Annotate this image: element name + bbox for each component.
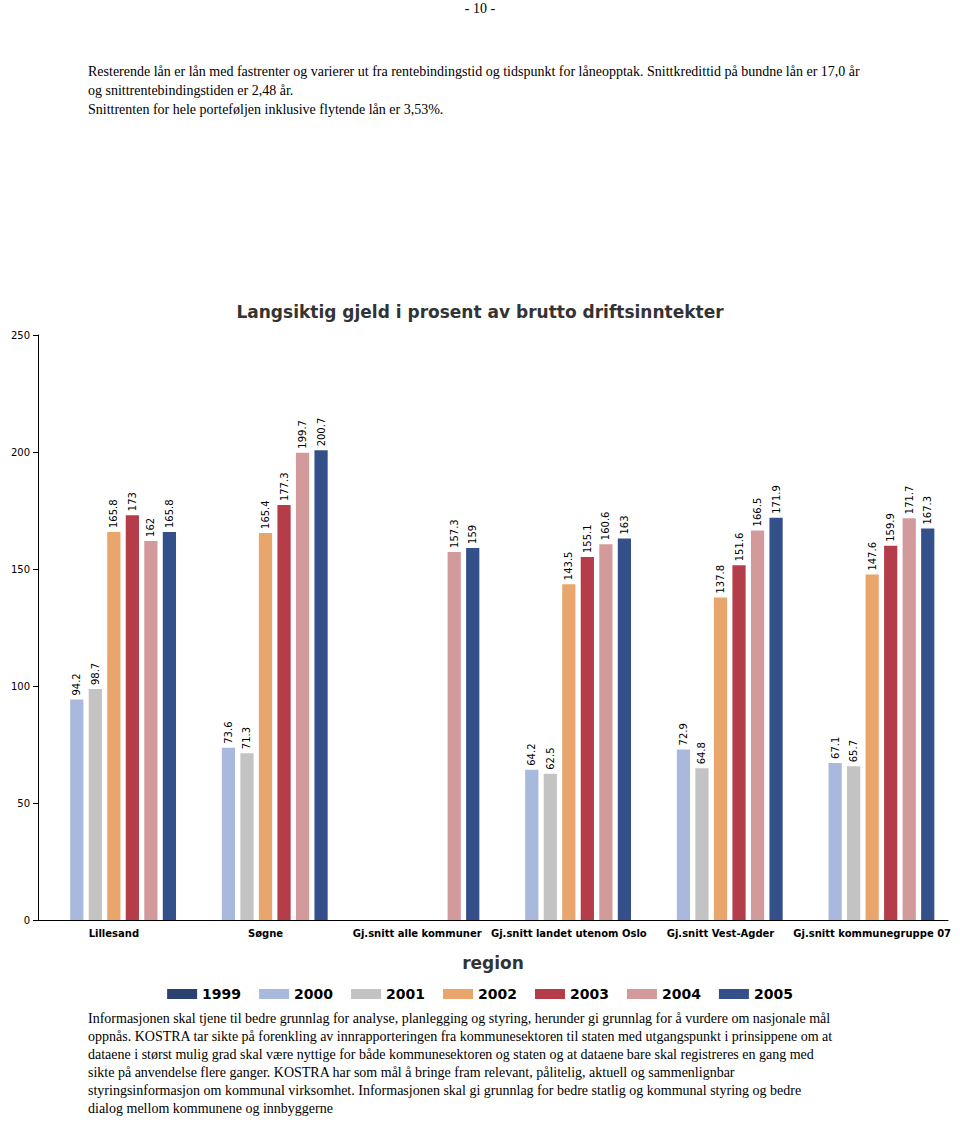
svg-text:147.6: 147.6 — [867, 542, 878, 571]
svg-text:159.9: 159.9 — [885, 513, 896, 542]
svg-text:199.7: 199.7 — [297, 420, 308, 449]
svg-text:2000: 2000 — [294, 986, 333, 1002]
svg-text:50: 50 — [17, 798, 30, 809]
svg-text:2001: 2001 — [386, 986, 425, 1002]
svg-text:71.3: 71.3 — [241, 727, 252, 749]
svg-text:0: 0 — [24, 915, 30, 926]
svg-text:150: 150 — [11, 564, 30, 575]
svg-text:Gj.snitt Vest-Agder: Gj.snitt Vest-Agder — [667, 928, 775, 939]
svg-text:2005: 2005 — [754, 986, 793, 1002]
svg-text:2002: 2002 — [478, 986, 517, 1002]
svg-text:167.3: 167.3 — [922, 496, 933, 525]
svg-text:2003: 2003 — [570, 986, 609, 1002]
svg-text:165.4: 165.4 — [260, 500, 271, 529]
svg-text:64.8: 64.8 — [696, 742, 707, 764]
svg-text:171.7: 171.7 — [904, 486, 915, 515]
svg-text:100: 100 — [11, 681, 30, 692]
svg-text:Gj.snitt kommunegruppe 07: Gj.snitt kommunegruppe 07 — [793, 928, 951, 939]
svg-text:159: 159 — [467, 525, 478, 544]
svg-text:171.9: 171.9 — [771, 485, 782, 514]
svg-text:1999: 1999 — [202, 986, 241, 1002]
svg-text:163: 163 — [619, 515, 630, 534]
svg-text:250: 250 — [11, 330, 30, 341]
svg-text:160.6: 160.6 — [600, 512, 611, 541]
svg-text:2004: 2004 — [662, 986, 701, 1002]
html-text:Informasjonen skal tjene til b: Informasjonen skal tjene til bedre grunn… — [88, 1011, 833, 1116]
svg-text:166.5: 166.5 — [752, 498, 763, 527]
svg-text:64.2: 64.2 — [526, 744, 537, 766]
html-text:Resterende lån er lån med fast: Resterende lån er lån med fastrenter og … — [88, 64, 860, 98]
svg-text:67.1: 67.1 — [830, 737, 841, 759]
svg-text:94.2: 94.2 — [71, 673, 82, 695]
svg-text:Gj.snitt landet utenom Oslo: Gj.snitt landet utenom Oslo — [491, 928, 647, 939]
svg-text:157.3: 157.3 — [449, 519, 460, 548]
svg-text:73.6: 73.6 — [223, 722, 234, 744]
svg-text:Lillesand: Lillesand — [89, 928, 139, 939]
svg-text:Søgne: Søgne — [248, 928, 283, 939]
svg-text:165.8: 165.8 — [108, 499, 119, 528]
svg-text:143.5: 143.5 — [563, 552, 574, 581]
svg-text:98.7: 98.7 — [90, 663, 101, 685]
svg-text:65.7: 65.7 — [848, 740, 859, 762]
html-text:- 10 -: - 10 - — [464, 1, 496, 16]
svg-text:200: 200 — [11, 447, 30, 458]
svg-text:72.9: 72.9 — [678, 723, 689, 745]
svg-text:200.7: 200.7 — [316, 418, 327, 447]
svg-text:177.3: 177.3 — [279, 472, 290, 501]
svg-text:Langsiktig gjeld i prosent av: Langsiktig gjeld i prosent av brutto dri… — [236, 302, 724, 322]
svg-text:173: 173 — [127, 492, 138, 511]
svg-text:151.6: 151.6 — [734, 533, 745, 562]
svg-text:162: 162 — [145, 518, 156, 537]
svg-text:Gj.snitt alle kommuner: Gj.snitt alle kommuner — [353, 928, 482, 939]
html-text:Snittrenten for hele portefølj: Snittrenten for hele porteføljen inklusi… — [88, 102, 444, 117]
svg-text:region: region — [462, 953, 524, 973]
svg-text:155.1: 155.1 — [582, 524, 593, 553]
svg-text:165.8: 165.8 — [164, 499, 175, 528]
svg-text:137.8: 137.8 — [715, 565, 726, 594]
svg-text:62.5: 62.5 — [545, 747, 556, 769]
